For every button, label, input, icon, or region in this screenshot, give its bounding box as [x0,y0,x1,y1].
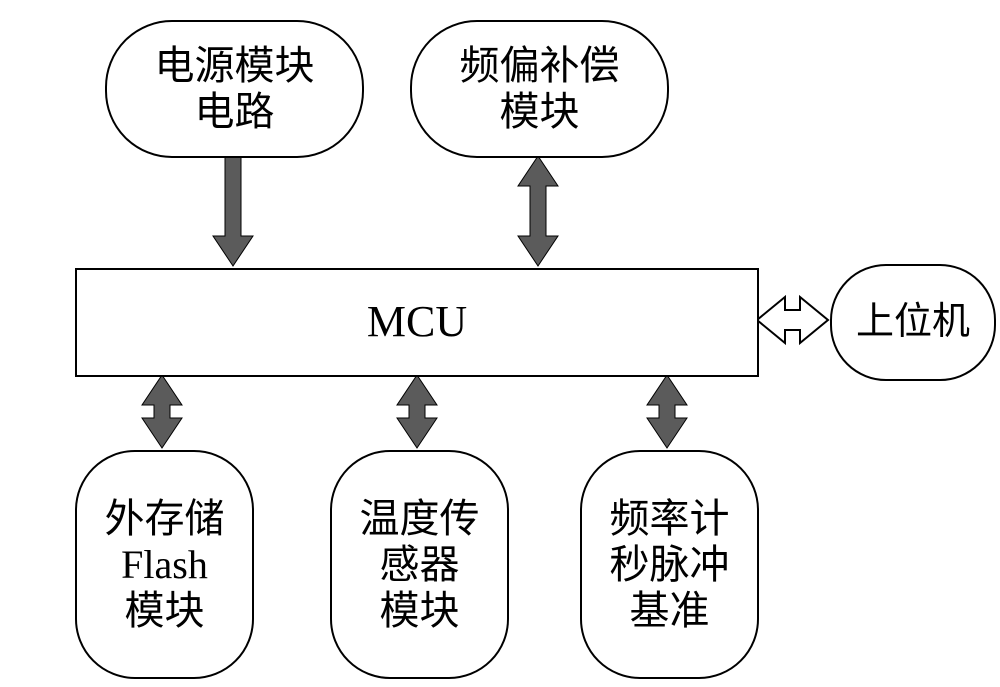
node-freqcomp-label: 频偏补偿 模块 [460,43,620,135]
node-mcu-label: MCU [367,297,467,348]
node-flash: 外存储 Flash 模块 [75,450,254,679]
node-temp: 温度传 感器 模块 [330,450,509,679]
node-host-label: 上位机 [856,301,970,345]
node-mcu: MCU [75,268,759,377]
diagram-stage: 电源模块 电路 频偏补偿 模块 MCU 上位机外存储 Flash 模块 温度传 感器 模… [0,0,1000,687]
node-freqcomp: 频偏补偿 模块 [410,20,669,158]
node-flash-label: 外存储 Flash 模块 [105,496,225,634]
arrow-mcu-host [757,297,828,343]
arrow-flash-mcu [142,375,182,448]
node-power: 电源模块 电路 [105,20,364,158]
node-freqmeter-label: 频率计 秒脉冲 基准 [610,496,730,634]
arrow-temp-mcu [397,375,437,448]
node-power-label: 电源模块 电路 [155,43,315,135]
arrow-freqmeter-mcu [647,375,687,448]
node-freqmeter: 频率计 秒脉冲 基准 [580,450,759,679]
node-host: 上位机 [830,264,996,381]
arrow-power-to-mcu [213,156,253,266]
node-temp-label: 温度传 感器 模块 [360,496,480,634]
arrow-freqcomp-mcu [518,156,558,266]
